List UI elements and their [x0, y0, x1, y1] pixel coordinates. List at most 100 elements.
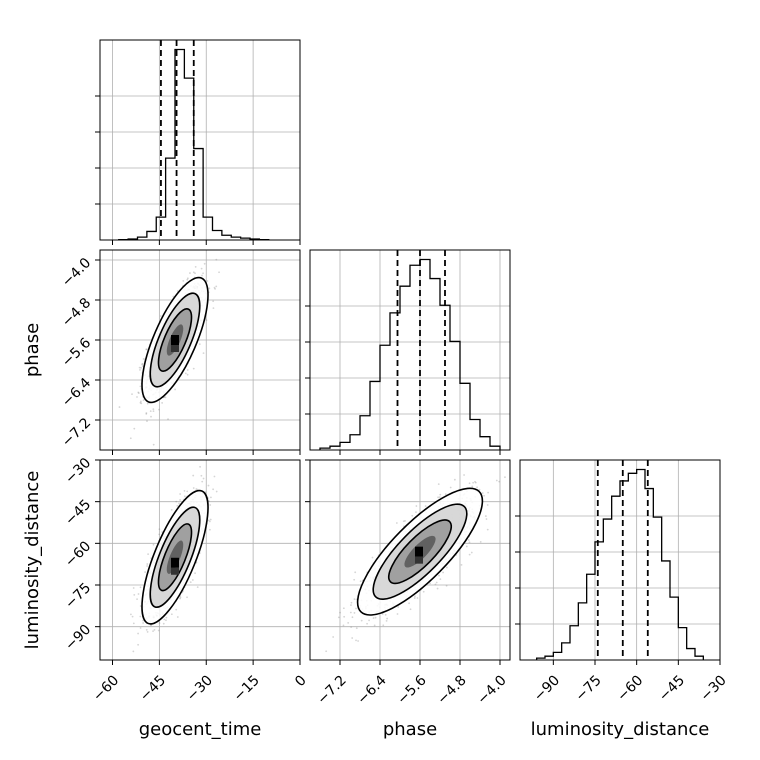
scatter-point: [413, 597, 416, 599]
scatter-point: [152, 630, 154, 632]
scatter-point: [136, 598, 138, 601]
scatter-point: [139, 605, 142, 607]
scatter-point: [146, 402, 149, 405]
scatter-point: [355, 627, 358, 630]
panel-frame: [519, 459, 721, 661]
scatter-point: [209, 528, 211, 531]
scatter-point: [140, 367, 142, 369]
scatter-point: [487, 491, 490, 494]
scatter-point: [414, 595, 416, 598]
scatter-point: [411, 514, 414, 517]
scatter-point: [339, 611, 341, 614]
y-tick-label: −7.2: [59, 415, 94, 450]
scatter-point: [504, 476, 506, 479]
scatter-point: [139, 401, 142, 404]
scatter-point: [439, 578, 442, 581]
x-tick-label: −15: [231, 672, 263, 704]
scatter-point: [439, 493, 442, 496]
panel-frame: [309, 249, 511, 451]
scatter-point: [165, 619, 167, 622]
scatter-point: [212, 488, 215, 491]
scatter-point: [438, 496, 441, 499]
scatter-point: [165, 616, 168, 619]
x-tick-label: −4.8: [434, 672, 469, 707]
scatter-point: [437, 483, 440, 486]
scatter-point: [183, 489, 186, 492]
scatter-point: [146, 631, 149, 633]
x-axis-label-luminosity_distance: luminosity_distance: [531, 719, 710, 740]
scatter-point: [175, 608, 178, 611]
density-peak: [171, 335, 179, 345]
x-axis-label-phase: phase: [383, 719, 437, 740]
scatter-point: [214, 287, 216, 290]
scatter-point: [195, 488, 198, 490]
scatter-point: [437, 496, 440, 499]
scatter-point: [395, 522, 398, 524]
scatter-point: [463, 474, 465, 476]
scatter-point: [149, 624, 152, 627]
scatter-point: [215, 258, 218, 261]
scatter-point: [146, 563, 149, 565]
scatter-point: [142, 619, 144, 622]
scatter-point: [197, 246, 199, 248]
scatter-point: [351, 616, 354, 619]
scatter-point: [179, 597, 181, 600]
scatter-point: [353, 598, 356, 601]
scatter-point: [486, 528, 489, 531]
scatter-point: [484, 515, 487, 517]
scatter-point: [374, 616, 377, 619]
scatter-point: [207, 484, 210, 487]
grid-layer: [100, 40, 720, 660]
scatter-point: [472, 481, 475, 484]
scatter-point: [355, 607, 357, 610]
y-tick-label: −90: [62, 622, 94, 654]
scatter-point: [209, 504, 212, 506]
histogram-phase: [319, 258, 501, 450]
scatter-point: [145, 413, 148, 415]
scatter-point: [137, 643, 140, 646]
scatter-point: [118, 406, 121, 408]
scatter-point: [142, 399, 145, 402]
scatter-point: [203, 262, 206, 265]
scatter-point: [381, 613, 384, 615]
scatter-point: [194, 266, 197, 268]
scatter-point: [186, 277, 189, 280]
scatter-point: [478, 488, 481, 491]
scatter-point: [415, 505, 418, 507]
scatter-point: [350, 604, 352, 606]
scatter-point: [438, 574, 440, 577]
scatter-point: [382, 624, 385, 627]
scatter-point: [325, 650, 328, 653]
data-layer: [118, 40, 704, 660]
scatter-point: [498, 480, 501, 483]
scatter-point: [368, 619, 370, 622]
scatter-point: [442, 571, 444, 574]
scatter-point: [215, 490, 218, 493]
scatter-point: [133, 593, 136, 596]
scatter-point: [145, 348, 148, 351]
scatter-point: [157, 629, 160, 632]
scatter-point: [130, 613, 132, 616]
scatter-point: [200, 267, 203, 270]
scatter-point: [162, 622, 165, 625]
scatter-point: [141, 362, 144, 365]
scatter-point: [415, 511, 417, 514]
x-tick-label: −60: [614, 672, 646, 704]
scatter-point: [196, 586, 199, 589]
scatter-point: [200, 474, 203, 477]
scatter-point: [158, 622, 161, 624]
x-tick-label: −60: [90, 672, 122, 704]
scatter-point: [192, 271, 195, 274]
scatter-point: [422, 590, 425, 593]
scatter-point: [137, 632, 139, 635]
scatter-point: [332, 636, 335, 638]
scatter-point: [145, 412, 148, 414]
density-peak: [171, 345, 179, 352]
scatter-point: [465, 545, 468, 548]
scatter-point: [179, 493, 182, 495]
joint-panel-phase-luminosity_distance: [325, 474, 506, 653]
scatter-point: [353, 612, 356, 614]
scatter-point: [347, 621, 350, 624]
scatter-point: [485, 518, 488, 520]
scatter-point: [186, 278, 189, 281]
